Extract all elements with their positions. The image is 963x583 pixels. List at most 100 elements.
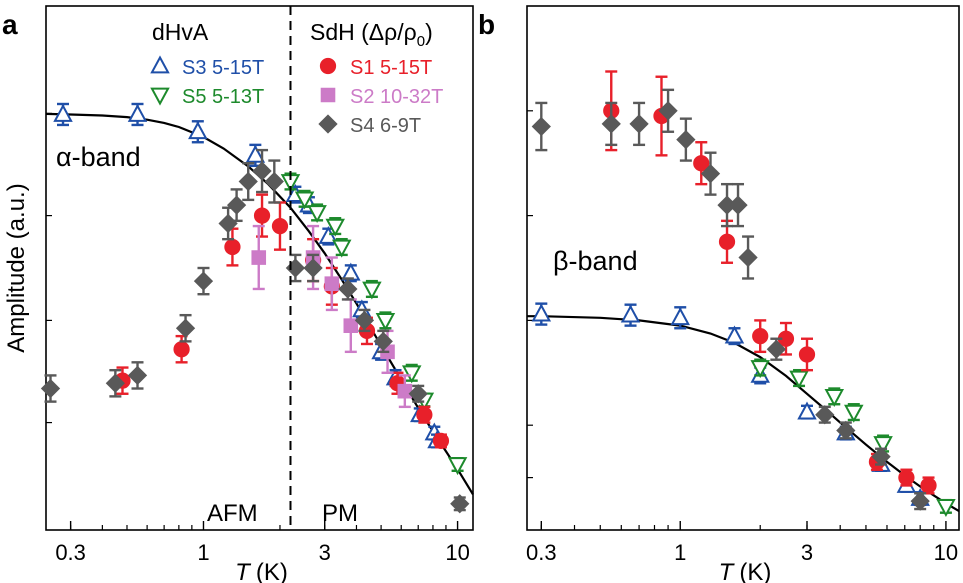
x-tick-label: 0.3 — [526, 540, 557, 565]
series-s4 — [40, 148, 470, 514]
data-point — [325, 218, 345, 237]
legend-title-dhva: dHvA — [152, 19, 209, 45]
data-point — [127, 365, 148, 386]
legend-label: S4 6-9T — [350, 115, 421, 137]
pm-label: PM — [322, 500, 358, 527]
series-s5 — [750, 358, 956, 518]
series-s3 — [531, 302, 930, 507]
data-point — [343, 318, 359, 333]
data-point — [245, 144, 266, 163]
panel-b: 0.3 1 3 10 T (K) b β-band — [478, 5, 960, 583]
data-point — [416, 406, 433, 423]
data-point — [373, 331, 393, 351]
data-point — [188, 121, 208, 140]
data-point — [408, 384, 428, 404]
data-point — [676, 129, 696, 150]
data-point — [264, 171, 284, 192]
data-point — [898, 469, 915, 486]
x-axis-title-symbol: T — [719, 559, 736, 583]
x-tick-label: 3 — [319, 540, 331, 565]
data-point — [224, 238, 241, 256]
legend-title-sdh-close: ) — [425, 19, 433, 45]
x-axis-title-unit: (K) — [256, 559, 288, 583]
legend-label: S2 10-32T — [350, 86, 443, 108]
panel-label: a — [2, 9, 18, 40]
plot-frame — [526, 5, 960, 531]
data-point — [601, 114, 621, 134]
legend-label: S3 5-15T — [182, 57, 264, 79]
data-point — [797, 401, 817, 420]
band-label: β-band — [553, 246, 638, 276]
data-point — [401, 365, 422, 384]
data-point — [873, 436, 893, 455]
data-point — [728, 195, 748, 215]
data-point — [750, 360, 770, 379]
data-point — [397, 383, 413, 399]
data-point — [271, 217, 289, 235]
legend-marker — [318, 114, 338, 134]
data-point — [175, 318, 196, 338]
data-point — [531, 303, 552, 322]
data-point — [789, 370, 809, 389]
data-point — [173, 341, 190, 358]
data-point — [836, 420, 856, 441]
panel-a: 0.3 1 3 10 T (K) a α-band AFM PM Amplitude (a.u.) d… — [2, 5, 474, 583]
data-point — [318, 225, 339, 244]
data-point — [450, 494, 470, 514]
data-point — [53, 103, 73, 122]
data-point — [629, 114, 649, 134]
data-point — [910, 491, 930, 511]
data-point — [620, 304, 641, 323]
data-point — [375, 313, 396, 331]
data-point — [815, 405, 835, 425]
data-point — [432, 432, 450, 450]
data-point — [285, 258, 306, 278]
data-point — [871, 447, 891, 467]
data-point — [824, 389, 845, 407]
data-point — [658, 101, 678, 121]
series-s1 — [114, 193, 450, 450]
data-point — [724, 325, 745, 344]
data-point — [738, 247, 758, 268]
data-point — [936, 499, 956, 518]
data-point — [338, 279, 358, 299]
x-tick-label: 1 — [197, 540, 209, 565]
data-point — [354, 310, 375, 331]
data-point — [193, 271, 214, 291]
data-point — [238, 171, 258, 192]
legend-marker — [150, 87, 170, 106]
data-point — [303, 258, 323, 278]
series-s2 — [251, 224, 413, 409]
data-point — [251, 250, 267, 265]
data-point — [105, 373, 126, 393]
data-point — [700, 164, 721, 184]
x-tick-label: 0.3 — [55, 540, 86, 565]
x-tick-label: 10 — [445, 540, 469, 565]
legend-marker — [150, 55, 170, 74]
data-point — [531, 116, 551, 137]
data-point — [252, 161, 272, 181]
data-point — [40, 378, 61, 399]
data-point — [324, 276, 340, 292]
legend-marker — [320, 87, 336, 103]
panel-label: b — [478, 9, 495, 40]
x-axis-title-symbol: T — [235, 559, 252, 583]
legend-title-sdh-main: SdH (Δρ/ρ — [310, 19, 417, 45]
legend-title-sdh-sub: 0 — [417, 33, 425, 50]
data-point — [331, 239, 352, 258]
legend-label: S1 5-15T — [350, 57, 432, 79]
data-point — [226, 195, 247, 215]
data-point — [752, 327, 769, 345]
data-point — [766, 339, 786, 359]
fit-curve — [527, 315, 960, 513]
series-s5 — [280, 172, 468, 476]
data-point — [693, 155, 710, 172]
x-tick-label: 1 — [674, 540, 686, 565]
x-tick-label: 10 — [934, 540, 958, 565]
x-axis-title: T (K) — [719, 559, 772, 583]
data-point — [307, 205, 327, 224]
data-point — [362, 281, 382, 300]
legend-title-sdh: SdH (Δρ/ρ0) — [310, 19, 433, 50]
x-tick-label: 3 — [801, 540, 813, 565]
